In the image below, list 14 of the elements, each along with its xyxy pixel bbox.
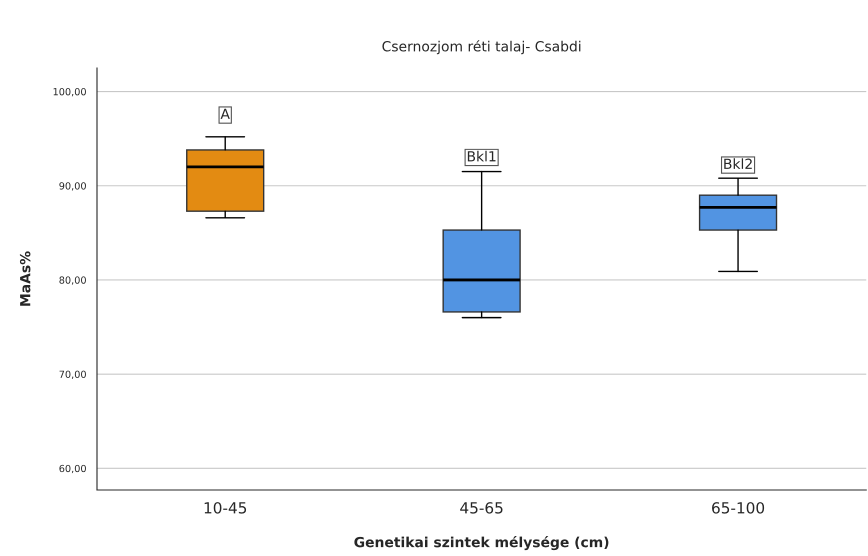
y-tick-label: 90,00: [59, 182, 86, 191]
x-tick-label: 10-45: [204, 502, 246, 514]
x-tick-label: 65-100: [712, 502, 764, 514]
y-tick-label: 100,00: [54, 88, 86, 96]
y-tick-label: 80,00: [59, 276, 86, 285]
y-axis-title: MaAs%: [20, 251, 30, 306]
y-tick-label: 70,00: [60, 370, 86, 379]
x-axis-title: Genetikai szintek mélysége (cm): [354, 536, 608, 550]
annotation: Bkl1: [468, 150, 496, 162]
annotation: Bkl2: [724, 158, 752, 169]
annotation: A: [220, 108, 230, 119]
x-tick-label: 45-65: [460, 502, 502, 514]
y-tick-label: 60,00: [59, 464, 86, 474]
chart-title: Csernozjom réti talaj- Csabdi: [382, 40, 580, 54]
